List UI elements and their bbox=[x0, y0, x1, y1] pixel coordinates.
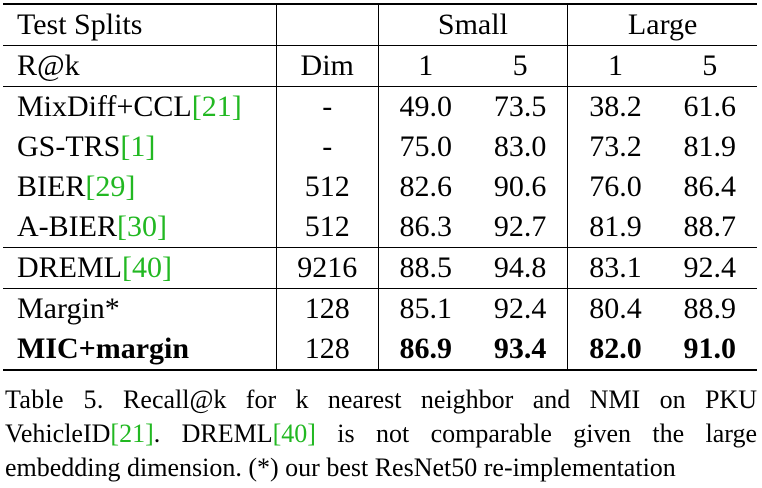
results-table: Test Splits Small Large R@k Dim 1 5 1 5 … bbox=[3, 3, 757, 371]
small-r1-cell: 86.3 bbox=[377, 207, 473, 248]
method-name: BIER bbox=[17, 170, 86, 203]
method-cell: DREML[40] bbox=[3, 247, 277, 289]
citation-link[interactable]: [21] bbox=[191, 90, 242, 123]
large-r5-cell: 92.4 bbox=[662, 247, 757, 289]
small-r1-cell: 85.1 bbox=[377, 288, 473, 329]
small-r1-cell: 82.6 bbox=[377, 167, 473, 207]
table-caption: Table 5. Recall@k for k nearest neighbor… bbox=[5, 383, 757, 485]
header-large-5: 5 bbox=[662, 45, 757, 87]
method-cell: MixDiff+CCL[21] bbox=[3, 86, 277, 127]
dim-cell: 512 bbox=[275, 207, 379, 248]
caption-text: Recall@k for k nearest neighbor and NMI … bbox=[5, 385, 757, 448]
method-cell: GS-TRS[1] bbox=[3, 127, 276, 167]
caption-text: is not comparable given the large embedd… bbox=[5, 419, 757, 482]
large-r1-cell: 80.4 bbox=[567, 288, 663, 329]
method-cell: A-BIER[30] bbox=[3, 207, 276, 248]
header-row-rk: R@k Dim 1 5 1 5 bbox=[3, 45, 757, 87]
caption-label: Table 5. bbox=[5, 385, 104, 414]
table-row: BIER[29] 512 82.6 90.6 76.0 86.4 bbox=[3, 167, 757, 207]
small-r1-cell: 88.5 bbox=[377, 247, 473, 289]
header-small: Small bbox=[377, 3, 568, 46]
header-dim: Dim bbox=[275, 45, 379, 87]
small-r5-cell: 93.4 bbox=[472, 329, 568, 371]
method-cell: MIC+margin bbox=[3, 329, 277, 371]
large-r5-cell: 91.0 bbox=[662, 329, 757, 371]
small-r5-cell: 73.5 bbox=[472, 86, 568, 127]
small-r1-cell: 86.9 bbox=[377, 329, 473, 371]
large-r5-cell: 86.4 bbox=[683, 170, 737, 203]
header-large: Large bbox=[567, 3, 757, 46]
small-r5-cell: 83.0 bbox=[493, 130, 547, 163]
header-large-1: 1 bbox=[567, 45, 663, 87]
header-rk: R@k bbox=[3, 45, 277, 87]
method-name: MixDiff+CCL bbox=[17, 90, 192, 123]
citation-link[interactable]: [1] bbox=[120, 130, 156, 163]
header-row-splits: Test Splits Small Large bbox=[3, 3, 757, 46]
method-name: MIC+margin bbox=[17, 332, 190, 365]
large-r1-cell: 76.0 bbox=[567, 167, 663, 207]
dim-cell: 128 bbox=[275, 288, 379, 329]
small-r1-cell: 75.0 bbox=[377, 127, 473, 167]
citation-link[interactable]: [29] bbox=[85, 170, 136, 203]
caption-text: . DREML bbox=[153, 419, 273, 448]
method-name: A-BIER bbox=[17, 210, 117, 243]
large-r5-cell: 81.9 bbox=[683, 130, 737, 163]
large-r1-cell: 81.9 bbox=[567, 207, 663, 248]
table-row: MixDiff+CCL[21] - 49.0 73.5 38.2 61.6 bbox=[3, 86, 757, 127]
citation-link[interactable]: [30] bbox=[117, 210, 167, 243]
citation-link[interactable]: [40] bbox=[272, 419, 316, 448]
dim-cell: 512 bbox=[275, 167, 379, 207]
header-small-5: 5 bbox=[472, 45, 568, 87]
table-row: Margin* 128 85.1 92.4 80.4 88.9 bbox=[3, 288, 757, 329]
method-cell: BIER[29] bbox=[3, 167, 276, 207]
large-r1-cell: 83.1 bbox=[567, 247, 663, 289]
header-test-splits: Test Splits bbox=[3, 3, 277, 46]
method-name: GS-TRS bbox=[17, 130, 121, 163]
large-r5-cell: 88.9 bbox=[662, 288, 757, 329]
header-small-1: 1 bbox=[377, 45, 473, 87]
large-r1-cell: 38.2 bbox=[567, 86, 663, 127]
method-name: DREML bbox=[17, 251, 122, 284]
large-r1-cell: 82.0 bbox=[567, 329, 663, 371]
dim-cell: - bbox=[275, 86, 379, 127]
table-row: GS-TRS[1] - 75.0 83.0 73.2 81.9 bbox=[3, 127, 757, 167]
header-empty bbox=[275, 3, 379, 46]
large-r1-cell: 73.2 bbox=[567, 127, 663, 167]
small-r5-cell: 94.8 bbox=[472, 247, 568, 289]
large-r5-cell: 61.6 bbox=[662, 86, 757, 127]
large-r5-cell: 88.7 bbox=[683, 210, 737, 243]
citation-link[interactable]: [40] bbox=[122, 251, 172, 284]
citation-link[interactable]: [21] bbox=[110, 419, 154, 448]
table-row: A-BIER[30] 512 86.3 92.7 81.9 88.7 bbox=[3, 207, 757, 248]
small-r5-cell: 92.4 bbox=[472, 288, 568, 329]
table-row: DREML[40] 9216 88.5 94.8 83.1 92.4 bbox=[3, 247, 757, 289]
small-r5-cell: 90.6 bbox=[493, 170, 547, 203]
small-r1-cell: 49.0 bbox=[377, 86, 473, 127]
table-row: MIC+margin 128 86.9 93.4 82.0 91.0 bbox=[3, 329, 757, 371]
method-cell: Margin* bbox=[3, 288, 277, 329]
method-name: Margin* bbox=[17, 292, 120, 325]
dim-cell: - bbox=[275, 127, 379, 167]
dim-cell: 128 bbox=[275, 329, 379, 371]
small-r5-cell: 92.7 bbox=[493, 210, 547, 243]
dim-cell: 9216 bbox=[275, 247, 379, 289]
